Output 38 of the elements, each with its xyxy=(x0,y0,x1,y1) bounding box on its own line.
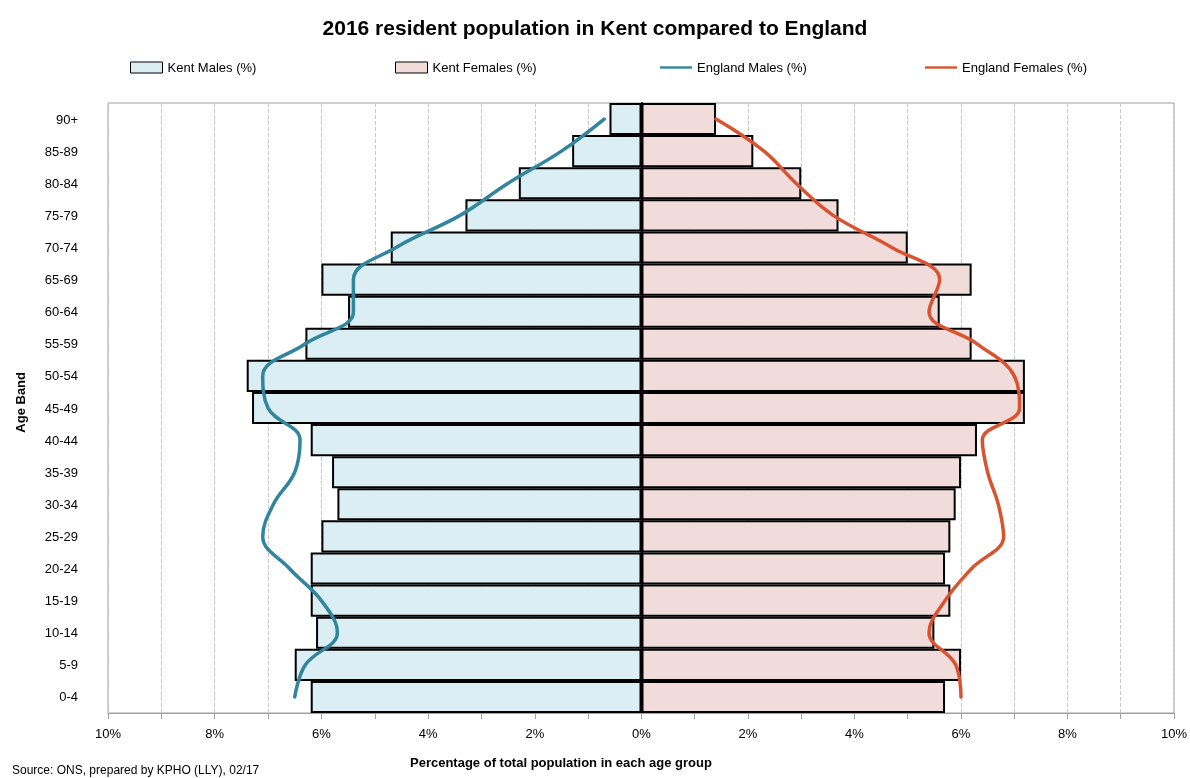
y-tick-label: 20-24 xyxy=(44,561,78,577)
x-tick-label: 6% xyxy=(312,726,332,741)
y-tick-label: 35-39 xyxy=(44,464,78,480)
y-tick-label: 30-34 xyxy=(44,496,78,512)
x-tick-label: 10% xyxy=(1160,726,1188,741)
y-tick-label: 70-74 xyxy=(44,239,78,255)
y-tick-label: 15-19 xyxy=(44,593,78,609)
chart-title: 2016 resident population in Kent compared to England xyxy=(322,16,868,39)
x-tick-label: 8% xyxy=(205,726,225,741)
x-tick-label: 6% xyxy=(951,726,971,741)
x-tick-label: 4% xyxy=(845,726,865,741)
x-tick-label: 2% xyxy=(525,726,545,741)
y-tick-label: 40-44 xyxy=(44,432,78,448)
legend-label: England Males (%) xyxy=(697,60,807,75)
y-tick-label: 45-49 xyxy=(44,400,78,416)
x-tick-label: 10% xyxy=(94,726,122,741)
y-tick-label: 65-69 xyxy=(44,272,78,288)
y-tick-label: 90+ xyxy=(55,111,78,127)
x-tick-label: 8% xyxy=(1058,726,1078,741)
x-axis-title: Percentage of total population in each age group xyxy=(410,755,712,770)
y-tick-label: 0-4 xyxy=(59,689,78,705)
legend-label: Kent Females (%) xyxy=(432,60,537,75)
y-tick-label: 85-89 xyxy=(44,143,78,159)
source-note: Source: ONS, prepared by KPHO (LLY), 02/17 xyxy=(12,763,260,777)
x-tick-label: 4% xyxy=(418,726,438,741)
x-tick-label: 2% xyxy=(738,726,758,741)
y-tick-label: 5-9 xyxy=(59,657,78,673)
y-tick-label: 25-29 xyxy=(44,528,78,544)
y-axis-title: Age Band xyxy=(13,371,28,433)
legend-label: Kent Males (%) xyxy=(167,60,257,75)
y-tick-label: 80-84 xyxy=(44,175,78,191)
y-tick-label: 55-59 xyxy=(44,336,78,352)
y-tick-label: 10-14 xyxy=(44,625,78,641)
y-tick-label: 50-54 xyxy=(44,368,78,384)
legend-label: England Females (%) xyxy=(962,60,1087,75)
y-tick-label: 75-79 xyxy=(44,207,78,223)
y-tick-label: 60-64 xyxy=(44,304,78,320)
x-tick-label: 0% xyxy=(632,726,652,741)
